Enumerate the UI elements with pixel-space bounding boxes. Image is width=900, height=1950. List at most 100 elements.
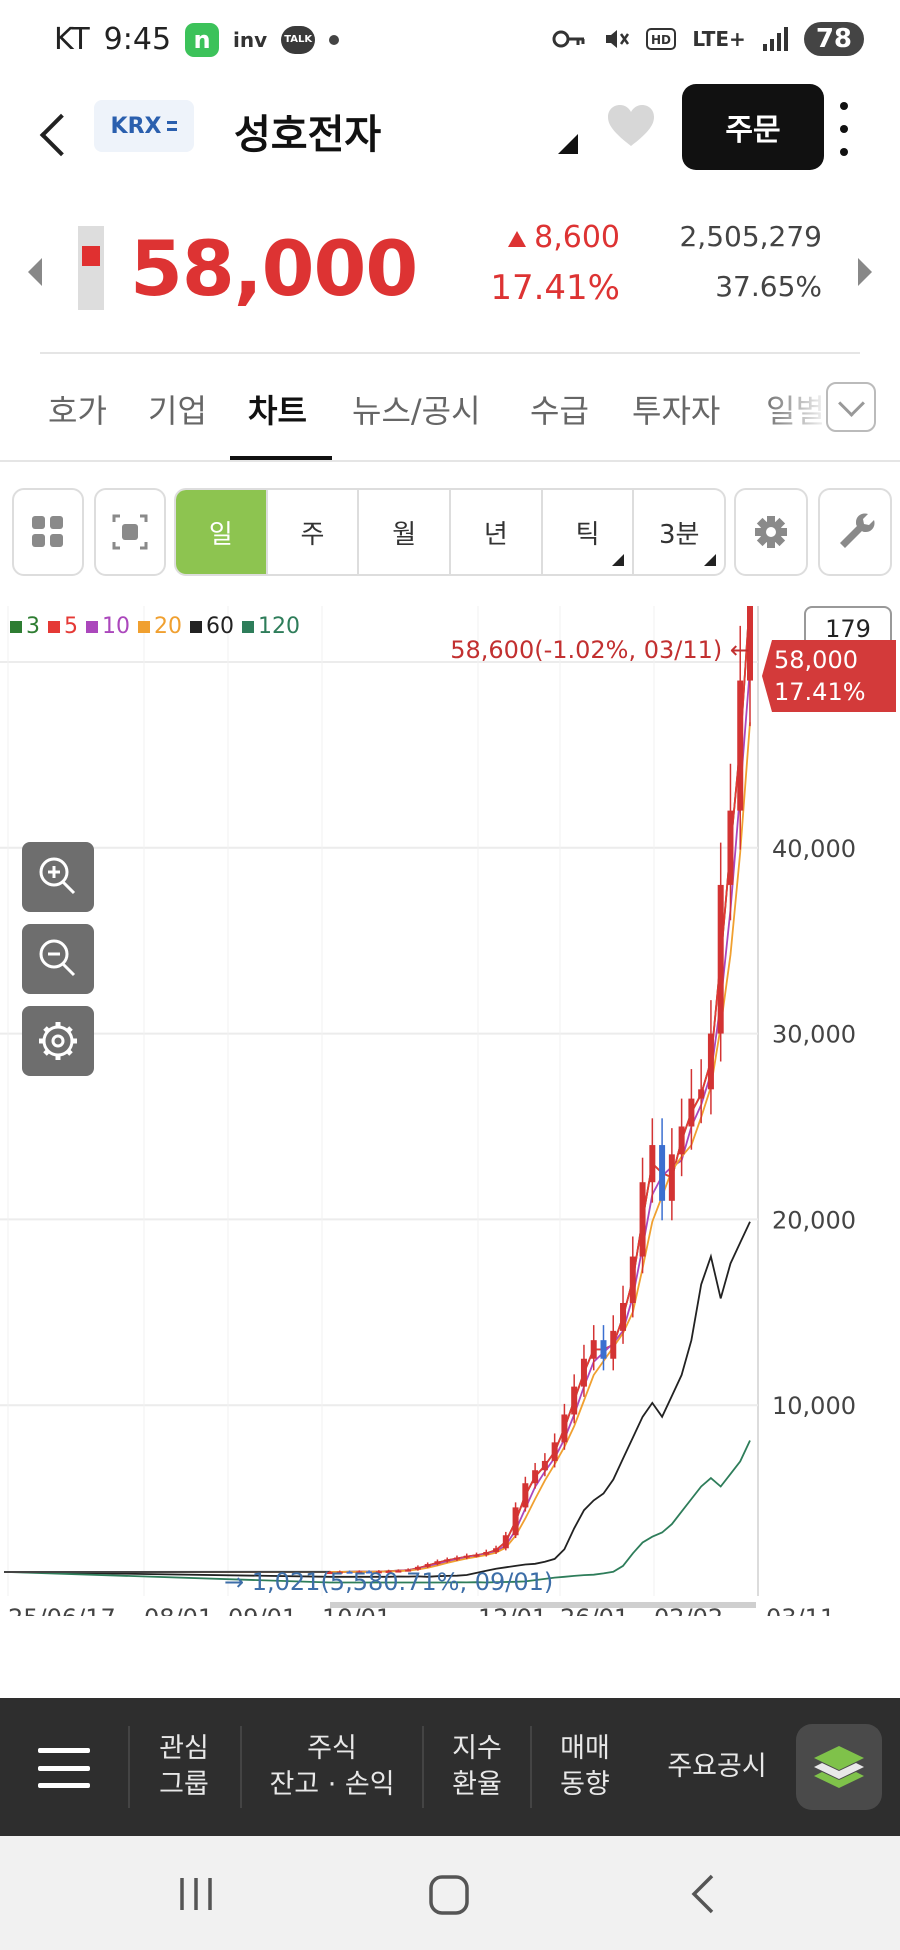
period-year[interactable]: 년 [451,490,543,574]
candle-body [590,1340,597,1359]
candle-body [366,1571,373,1574]
chart-settings-button[interactable] [734,488,808,576]
trend-line1: 매매 [560,1733,610,1764]
key-icon [552,30,585,48]
divider [0,460,900,462]
candle-body [532,1470,539,1484]
market-badge[interactable]: KRX [94,100,194,152]
fullscreen-button[interactable] [94,488,166,576]
stock-selector-caret-icon[interactable] [558,134,578,154]
tab-company[interactable]: 기업 [148,392,207,430]
legend-label: 120 [258,614,300,639]
balance-pnl-button[interactable]: 주식 잔고 · 손익 [250,1698,414,1836]
legend-item: 3 [10,614,40,639]
candle-body [444,1559,451,1562]
candle-body [346,1571,353,1574]
order-button[interactable]: 주문 [682,84,824,170]
candle-body [571,1386,578,1415]
chart-toolbar: 일 주 월 년 틱 3분 [0,488,900,578]
dropdown-corner-icon [704,554,717,566]
period-month[interactable]: 월 [359,490,452,574]
legend-swatch [10,620,22,633]
x-scrollbar[interactable] [330,1602,756,1608]
trading-volume: 2,505,279 [679,220,822,253]
system-back-icon[interactable] [686,1872,720,1916]
period-selector: 일 주 월 년 틱 3분 [174,488,726,576]
divider [240,1726,242,1808]
candle-body [483,1551,490,1555]
legend-item: 5 [48,614,78,639]
recent-apps-icon[interactable] [176,1874,216,1914]
price-change-value: 8,600 [534,220,620,255]
home-icon[interactable] [428,1874,470,1916]
price-change: 8,600 [500,220,620,255]
period-minute-label: 3분 [658,519,700,550]
zoom-out-button[interactable] [22,924,94,994]
price-change-percent: 17.41% [490,268,620,308]
index-fx-button[interactable]: 지수 환율 [432,1698,522,1836]
stock-header: KRX 성호전자 주문 [0,84,900,204]
candle-body [747,606,753,681]
x-tick-label: 12/01 [478,1604,547,1616]
period-tick[interactable]: 틱 [543,490,635,574]
tabs-expand-icon[interactable] [826,382,876,432]
ma-line-120 [3,1440,751,1584]
next-stock-arrow-icon[interactable] [858,258,872,286]
chart-config-button[interactable] [22,1006,94,1076]
candle-body [688,1098,695,1127]
zoom-in-button[interactable] [22,842,94,912]
candle-body [561,1414,568,1443]
legend-item: 60 [190,614,234,639]
period-week[interactable]: 주 [268,490,360,574]
info-tabs: 호가 기업 차트 뉴스/공시 수급 투자자 일별 [0,370,900,460]
chart-tools-button[interactable] [818,488,892,576]
watchlist-group-button[interactable]: 관심 그룹 [140,1698,228,1836]
candle-body [668,1154,675,1201]
x-tick-label: 26/01 [560,1604,629,1616]
candle-body [336,1571,343,1574]
x-tick-label: 02/02 [654,1604,723,1616]
prev-stock-arrow-icon[interactable] [28,258,42,286]
favorite-heart-icon[interactable] [604,100,658,154]
legend-label: 20 [154,614,182,639]
tab-news[interactable]: 뉴스/공시 [352,392,481,430]
more-menu-icon[interactable] [832,102,856,156]
back-button[interactable] [36,106,76,166]
current-price-tag-value: 58,000 [774,646,858,674]
legend-swatch [138,620,150,633]
x-tick-label: 08/01 [144,1604,213,1616]
trading-trend-button[interactable]: 매매 동향 [540,1698,630,1836]
candle-body [541,1460,548,1471]
candle-body [405,1569,412,1572]
candle-body [434,1561,441,1565]
tab-orderbook[interactable]: 호가 [48,392,107,430]
candle-body [473,1554,480,1557]
legend-swatch [86,620,98,633]
tab-chart[interactable]: 차트 [248,392,307,430]
hamburger-menu-icon[interactable] [38,1748,92,1788]
candle-body [727,810,734,885]
legend-item: 10 [86,614,130,639]
candle-body [580,1358,587,1387]
candle-body [356,1571,363,1574]
low-annotation: → 1,021(5,580.71%, 09/01) [224,1568,554,1596]
period-day[interactable]: 일 [176,490,268,574]
candle-body [620,1302,627,1331]
tab-investor[interactable]: 투자자 [632,392,721,430]
legend-item: 120 [242,614,300,639]
candle-body [659,1145,666,1201]
period-month-label: 월 [392,519,417,550]
period-tick-label: 틱 [575,519,600,550]
layout-grid-button[interactable] [12,488,84,576]
candle-body [385,1570,392,1573]
major-disclosure-button[interactable]: 주요공시 [650,1698,784,1836]
layers-icon [814,1746,864,1788]
current-price: 58,000 [130,224,418,313]
layers-button[interactable] [796,1724,882,1810]
period-minute[interactable]: 3분 [634,490,724,574]
stock-name[interactable]: 성호전자 [234,112,382,158]
tab-supply[interactable]: 수급 [530,392,589,430]
x-tick-label: 03/11 [766,1604,835,1616]
